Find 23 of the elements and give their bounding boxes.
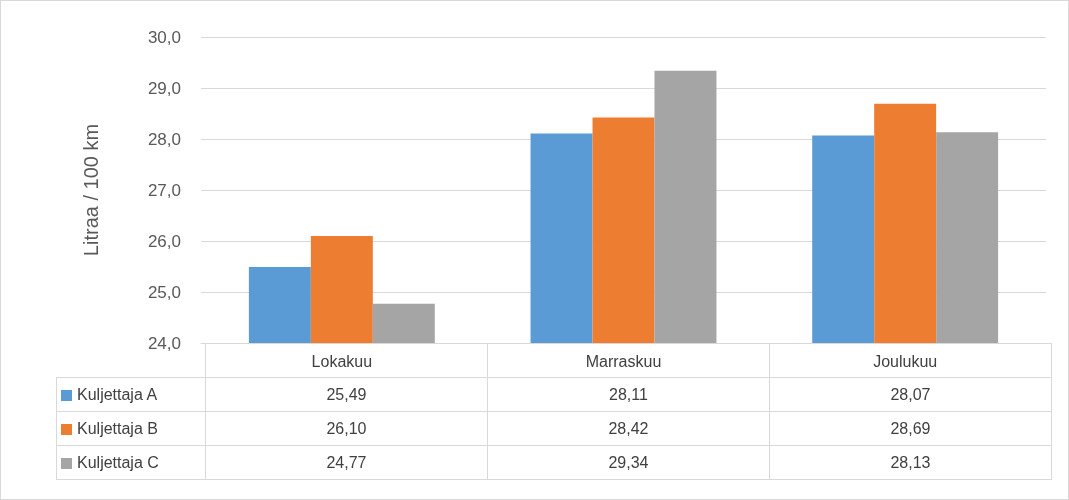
- y-tick-label: 24,0: [147, 333, 181, 353]
- data-label: 29,34: [487, 445, 770, 480]
- data-label: 26,10: [205, 411, 488, 446]
- y-tick-label: 26,0: [147, 231, 181, 251]
- y-axis-title: Litraa / 100 km: [80, 123, 102, 257]
- x-tick-label: Lokakuu: [311, 352, 373, 370]
- data-label: 28,42: [487, 411, 770, 446]
- y-tick-label: 27,0: [147, 180, 181, 200]
- x-tick-label: Joulukuu: [873, 352, 938, 370]
- data-label: 28,11: [487, 377, 770, 412]
- y-tick-label: 28,0: [147, 129, 181, 149]
- y-tick-label: 25,0: [147, 282, 181, 302]
- data-label: 28,07: [769, 377, 1052, 412]
- data-label: 24,77: [205, 445, 488, 480]
- y-tick-label: 29,0: [147, 78, 181, 98]
- x-tick-label: Marraskuu: [585, 352, 662, 370]
- legend-label: Kuljettaja C: [56, 445, 206, 480]
- legend-label: Kuljettaja B: [56, 411, 206, 446]
- data-label: 25,49: [205, 377, 488, 412]
- y-tick-label: 30,0: [147, 27, 181, 47]
- data-label: 28,13: [769, 445, 1052, 480]
- data-label: 28,69: [769, 411, 1052, 446]
- legend-label: Kuljettaja A: [56, 377, 206, 412]
